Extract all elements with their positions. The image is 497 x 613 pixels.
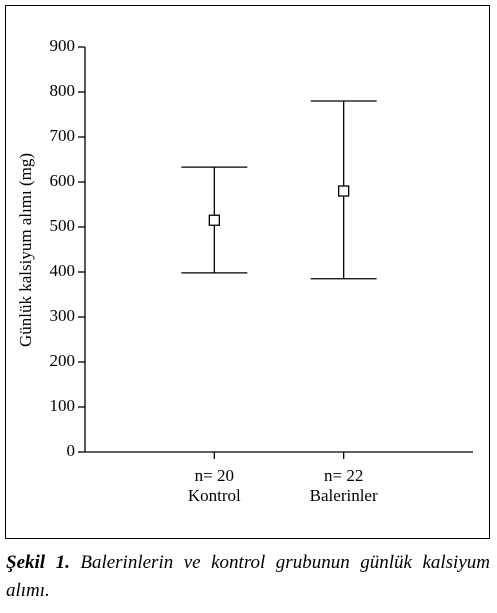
y-tick-label: 900	[50, 36, 76, 55]
chart-frame	[5, 5, 490, 539]
y-tick-label: 800	[50, 81, 76, 100]
chart: Günlük kalsiyum alımı (mg) 0 100 200 300 400…	[16, 36, 473, 505]
y-tick-label: 700	[50, 126, 76, 145]
x-tick-label: Kontrol	[188, 486, 241, 505]
y-tick-label: 500	[50, 216, 76, 235]
y-axis-label: Günlük kalsiyum alımı (mg)	[16, 153, 35, 347]
y-tick-label: 200	[50, 351, 76, 370]
y-tick-label: 300	[50, 306, 76, 325]
y-tick-label: 600	[50, 171, 76, 190]
x-tick-label: Balerinler	[310, 486, 378, 505]
caption-label: Şekil 1.	[6, 552, 70, 573]
y-tick-label: 400	[50, 261, 76, 280]
y-tick-label: 100	[50, 396, 76, 415]
group-size-label: n= 20	[195, 466, 234, 485]
mean-marker	[208, 214, 220, 226]
y-tick-label: 0	[67, 441, 76, 460]
caption: Şekil 1. Balerinlerin ve kontrol grubunu…	[6, 549, 490, 605]
caption-text: Balerinlerin ve kontrol grubunun günlük …	[6, 552, 490, 601]
mean-marker	[338, 185, 350, 197]
group-size-label: n= 22	[324, 466, 363, 485]
